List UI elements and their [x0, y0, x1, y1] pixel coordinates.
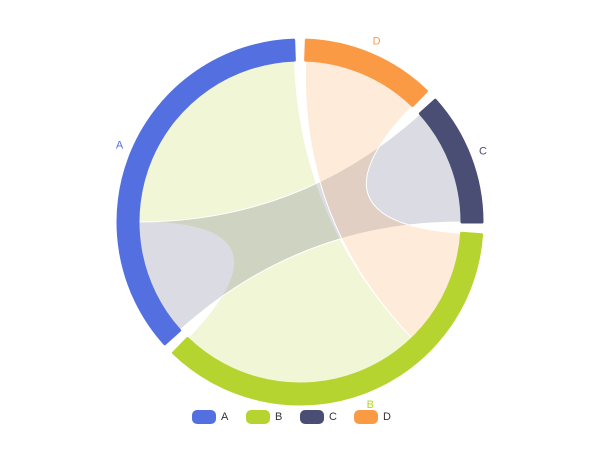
- legend-swatch: [192, 410, 216, 424]
- legend-label: A: [221, 411, 229, 423]
- node-arc: [172, 231, 484, 406]
- legend-label: C: [329, 411, 337, 423]
- legend-label: D: [383, 411, 391, 423]
- node-label: D: [373, 35, 381, 47]
- legend-swatch: [246, 410, 270, 424]
- node-label: B: [367, 399, 374, 411]
- legend-swatch: [300, 410, 324, 424]
- node-arc: [304, 38, 428, 107]
- chords: [137, 59, 463, 385]
- node-label: A: [116, 139, 124, 151]
- node-arc: [116, 38, 296, 346]
- node-label: C: [479, 146, 487, 158]
- node-arc: [418, 98, 484, 224]
- legend-swatch: [354, 410, 378, 424]
- legend-label: B: [275, 411, 282, 423]
